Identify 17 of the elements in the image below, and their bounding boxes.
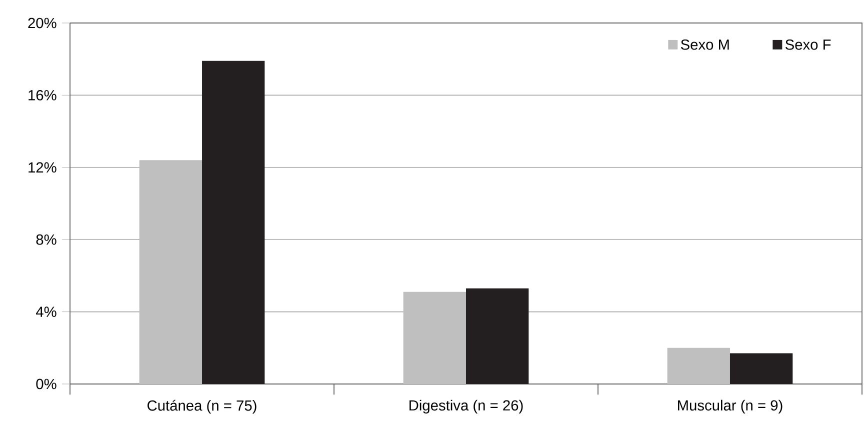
legend-label: Sexo M (680, 39, 729, 50)
y-tick-label: 4% (36, 306, 56, 317)
y-tick-label: 20% (28, 18, 56, 28)
x-tick-label: Muscular (n = 9) (678, 400, 782, 414)
bar (667, 348, 730, 384)
bar (202, 60, 265, 384)
x-tick-label: Cutánea (n = 75) (148, 400, 256, 414)
legend-label: Sexo F (786, 39, 831, 50)
bar (466, 288, 529, 384)
x-tick-label: Digestiva (n = 26) (410, 400, 523, 414)
bar (139, 160, 202, 384)
y-tick-label: 16% (28, 90, 56, 100)
y-tick-label: 0% (36, 378, 56, 390)
y-tick-label: 12% (28, 162, 56, 173)
y-tick-label: 8% (36, 234, 56, 245)
bar (403, 292, 466, 384)
bar (730, 353, 793, 384)
